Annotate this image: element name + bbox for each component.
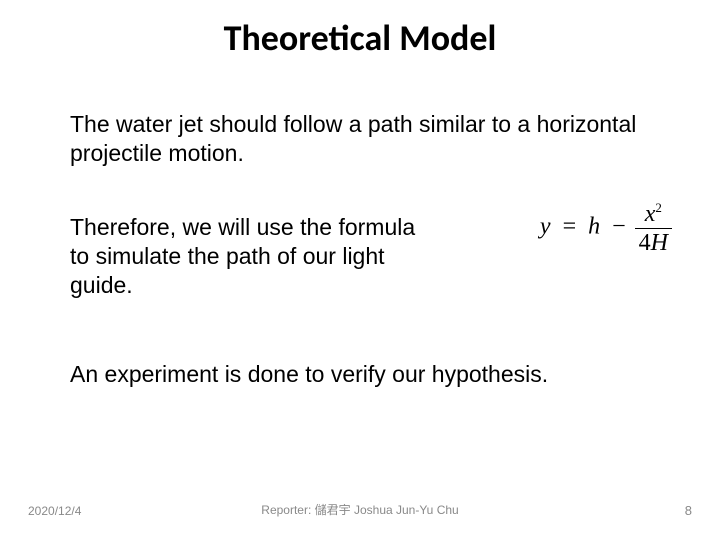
footer: 2020/12/4 Reporter: 儲君宇 Joshua Jun-Yu Ch… <box>0 498 720 518</box>
formula-h: h <box>588 214 600 240</box>
formula-lhs: y <box>540 214 551 240</box>
p2-line2: to simulate the path of our light <box>70 243 385 269</box>
formula-numerator: x2 <box>635 201 672 229</box>
formula-denominator: 4H <box>635 229 672 255</box>
slide: Theoretical Model The water jet should f… <box>0 0 720 540</box>
paragraph-3: An experiment is done to verify our hypo… <box>70 360 660 389</box>
formula-num-base: x <box>645 201 656 227</box>
formula-den-coeff: 4 <box>639 230 651 256</box>
p2-line3: guide. <box>70 272 133 298</box>
formula-space1 <box>576 214 582 240</box>
slide-title: Theoretical Model <box>0 16 720 60</box>
formula-num-exp: 2 <box>655 200 662 215</box>
formula-fraction: x2 4H <box>635 201 672 255</box>
paragraph-2: Therefore, we will use the formula to si… <box>70 213 500 299</box>
formula: y = h − x2 4H <box>540 201 672 255</box>
p2-line1: Therefore, we will use the formula <box>70 214 415 240</box>
footer-page-number: 8 <box>685 503 692 518</box>
paragraph-1: The water jet should follow a path simil… <box>70 110 660 168</box>
formula-eq-symbol: = <box>563 214 577 240</box>
formula-minus: − <box>612 214 626 240</box>
formula-den-var: H <box>651 230 668 256</box>
paragraph-2-row: Therefore, we will use the formula to si… <box>70 213 672 299</box>
footer-reporter: Reporter: 儲君宇 Joshua Jun-Yu Chu <box>0 501 720 518</box>
